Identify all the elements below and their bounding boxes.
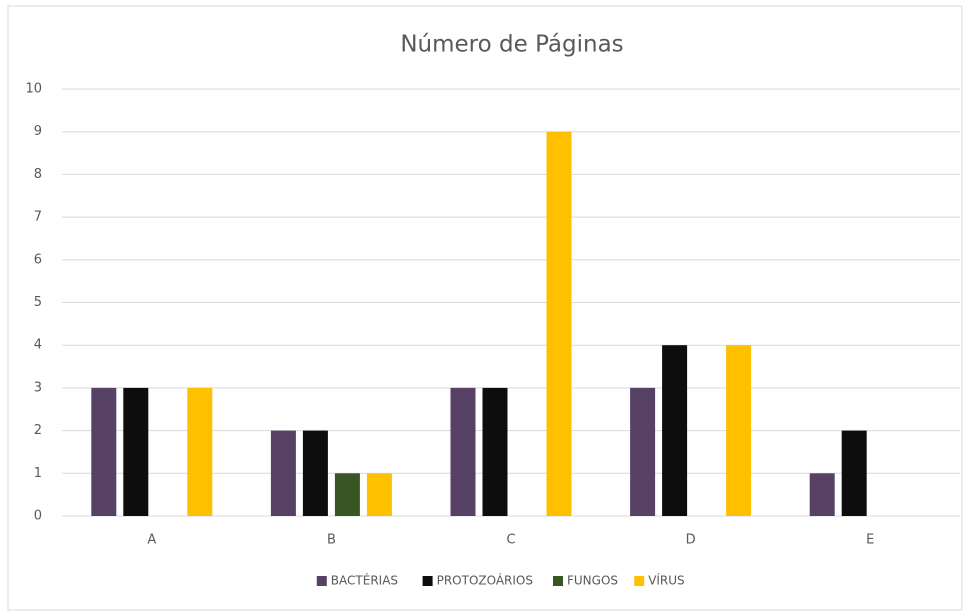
bar	[482, 387, 508, 516]
bar	[662, 345, 688, 516]
y-tick-label: 3	[34, 380, 42, 395]
bar	[366, 473, 392, 516]
chart-border	[7, 5, 963, 611]
legend-label: BACTÉRIAS	[331, 573, 398, 588]
bar	[630, 387, 656, 516]
bar	[302, 430, 328, 516]
bar	[450, 387, 476, 516]
x-tick-label: D	[686, 533, 696, 548]
legend-label: VÍRUS	[648, 573, 685, 588]
bar	[726, 345, 752, 516]
legend-label: PROTOZOÁRIOS	[437, 573, 533, 588]
y-tick-label: 6	[34, 252, 42, 267]
bar	[187, 387, 213, 516]
y-tick-label: 7	[34, 210, 42, 225]
y-tick-label: 10	[25, 82, 42, 97]
bar	[270, 430, 296, 516]
y-tick-label: 5	[34, 295, 42, 310]
y-tick-label: 0	[34, 509, 42, 524]
bar	[123, 387, 149, 516]
legend-swatch	[316, 576, 327, 586]
x-tick-label: B	[327, 533, 336, 548]
x-tick-label: C	[506, 533, 515, 548]
bar	[809, 473, 835, 516]
y-tick-label: 1	[34, 466, 42, 481]
legend-swatch	[422, 576, 433, 586]
bar	[334, 473, 360, 516]
legend-swatch	[553, 576, 563, 586]
legend-swatch	[634, 576, 645, 586]
x-tick-label: E	[866, 533, 874, 548]
bar	[841, 430, 867, 516]
y-tick-label: 9	[34, 124, 42, 139]
x-tick-label: A	[147, 533, 156, 548]
y-tick-label: 8	[34, 167, 42, 182]
legend-label: FUNGOS	[567, 574, 618, 588]
bar	[546, 131, 572, 516]
bar	[91, 387, 117, 516]
chart-title: Número de Páginas	[400, 32, 623, 58]
y-tick-label: 4	[34, 338, 42, 353]
y-tick-label: 2	[34, 423, 42, 438]
